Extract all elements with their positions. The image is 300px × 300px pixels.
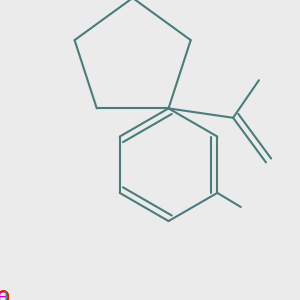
Text: O: O xyxy=(0,290,9,300)
Text: H: H xyxy=(0,291,8,300)
Text: O: O xyxy=(0,289,9,300)
Text: F: F xyxy=(0,290,6,300)
